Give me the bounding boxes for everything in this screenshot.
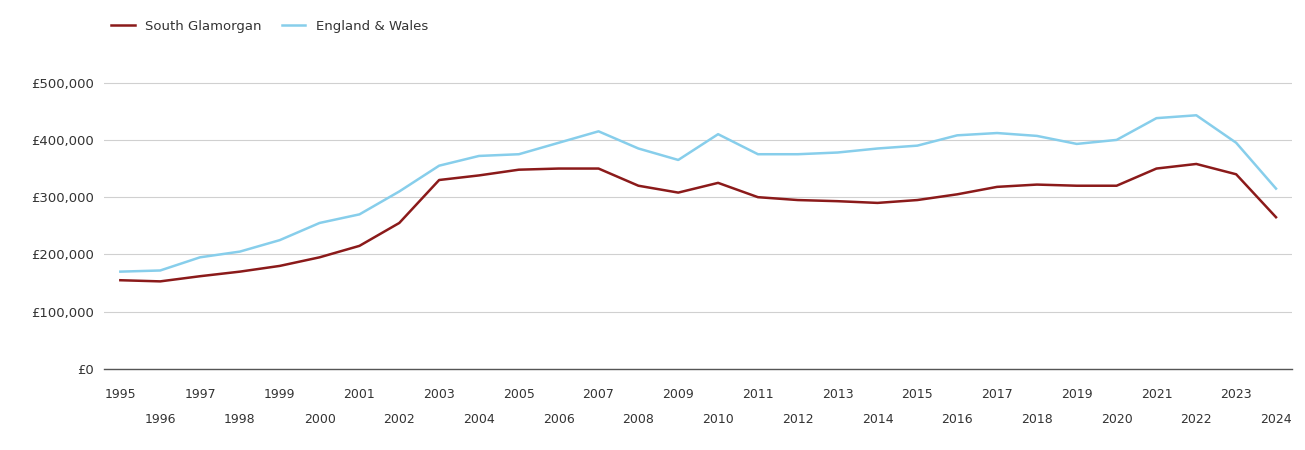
Text: 2022: 2022	[1181, 413, 1212, 426]
Text: 2010: 2010	[702, 413, 733, 426]
Text: 2016: 2016	[941, 413, 974, 426]
Text: 2020: 2020	[1100, 413, 1133, 426]
Text: 2011: 2011	[743, 388, 774, 401]
Text: 2008: 2008	[622, 413, 654, 426]
Text: 1996: 1996	[145, 413, 176, 426]
Text: 1999: 1999	[264, 388, 295, 401]
Text: 2013: 2013	[822, 388, 853, 401]
Text: 2005: 2005	[502, 388, 535, 401]
Text: 2024: 2024	[1261, 413, 1292, 426]
Text: 2014: 2014	[861, 413, 894, 426]
Text: 2009: 2009	[663, 388, 694, 401]
Text: 2000: 2000	[304, 413, 335, 426]
Text: 2006: 2006	[543, 413, 574, 426]
Text: 2002: 2002	[384, 413, 415, 426]
Text: 2023: 2023	[1220, 388, 1251, 401]
Text: 2015: 2015	[902, 388, 933, 401]
Text: 2018: 2018	[1021, 413, 1053, 426]
Text: 2012: 2012	[782, 413, 813, 426]
Legend: South Glamorgan, England & Wales: South Glamorgan, England & Wales	[111, 20, 428, 33]
Text: 2007: 2007	[582, 388, 615, 401]
Text: 1995: 1995	[104, 388, 136, 401]
Text: 1998: 1998	[224, 413, 256, 426]
Text: 2017: 2017	[981, 388, 1013, 401]
Text: 1997: 1997	[184, 388, 215, 401]
Text: 2019: 2019	[1061, 388, 1092, 401]
Text: 2003: 2003	[423, 388, 455, 401]
Text: 2021: 2021	[1141, 388, 1172, 401]
Text: 2001: 2001	[343, 388, 376, 401]
Text: 2004: 2004	[463, 413, 495, 426]
